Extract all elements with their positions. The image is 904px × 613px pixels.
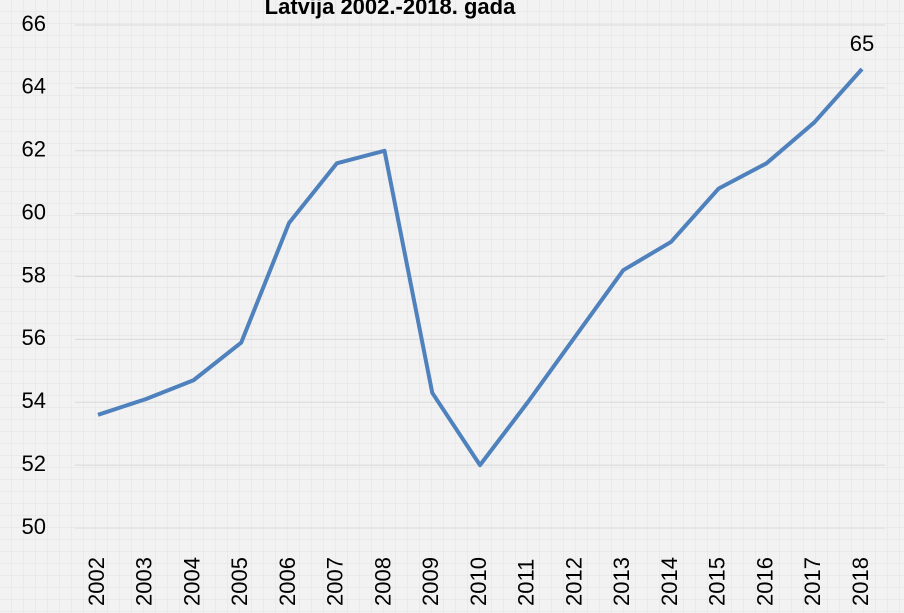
x-tick-label: 2017 (800, 557, 825, 606)
y-tick-label: 52 (22, 451, 46, 476)
y-tick-label: 56 (22, 325, 46, 350)
x-tick-label: 2003 (132, 557, 157, 606)
x-tick-label: 2006 (275, 557, 300, 606)
x-tick-label: 2013 (609, 557, 634, 606)
x-tick-label: 2007 (323, 557, 348, 606)
x-tick-label: 2005 (227, 557, 252, 606)
chart-title: Latvija 2002.-2018. gada (265, 0, 516, 19)
x-tick-label: 2016 (752, 557, 777, 606)
y-tick-label: 54 (22, 388, 46, 413)
x-tick-label: 2002 (84, 557, 109, 606)
y-tick-label: 66 (22, 11, 46, 36)
x-tick-label: 2014 (657, 557, 682, 606)
x-tick-label: 2009 (418, 557, 443, 606)
x-tick-label: 2008 (370, 557, 395, 606)
x-tick-label: 2011 (514, 559, 539, 606)
x-tick-label: 2018 (848, 557, 873, 606)
y-tick-label: 60 (22, 199, 46, 224)
x-tick-label: 2012 (561, 557, 586, 606)
y-tick-label: 62 (22, 137, 46, 162)
y-tick-label: 50 (22, 514, 46, 539)
y-tick-label: 58 (22, 262, 46, 287)
data-label: 65 (850, 31, 874, 56)
data-line (97, 67, 864, 468)
y-tick-label: 64 (22, 74, 46, 99)
x-tick-label: 2010 (466, 557, 491, 606)
x-tick-label: 2004 (179, 557, 204, 606)
x-tick-label: 2015 (705, 557, 730, 606)
